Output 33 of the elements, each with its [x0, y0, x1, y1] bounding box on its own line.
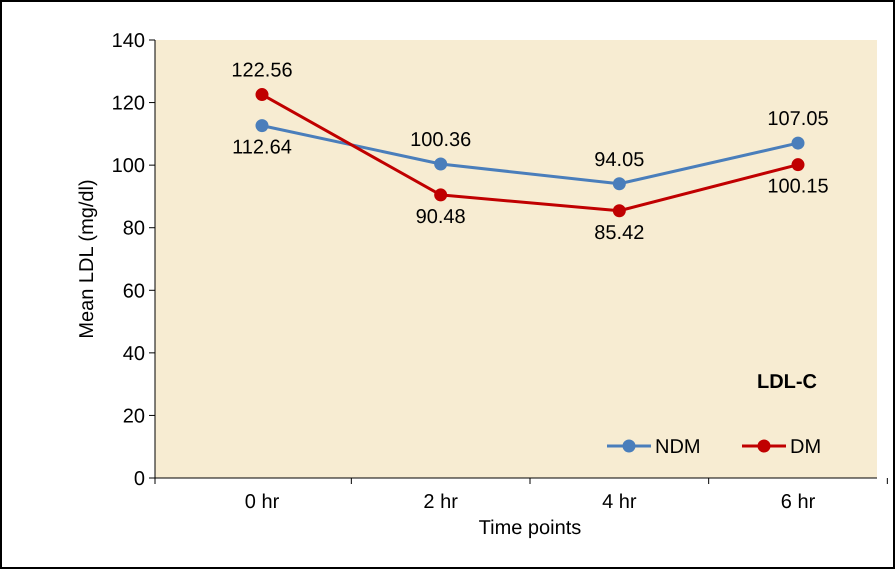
annotation: LDL-C	[757, 371, 817, 393]
data-label: 112.64	[232, 136, 292, 159]
data-label: 107.05	[767, 108, 829, 130]
x-tick-label: 4 hr	[602, 491, 637, 513]
x-tick-label: 2 hr	[423, 491, 458, 513]
y-tick-label: 80	[122, 218, 145, 240]
y-tick-label: 60	[122, 280, 145, 302]
data-label: 90.48	[416, 206, 466, 228]
point	[256, 88, 268, 102]
x-tick-label: 6 hr	[780, 491, 816, 513]
y-tick-label: 20	[122, 405, 145, 428]
data-label: 85.42	[594, 222, 644, 244]
y-tick-label: 0	[134, 468, 145, 490]
y-tick-label: 40	[122, 342, 145, 365]
point	[792, 136, 804, 150]
point	[434, 188, 448, 202]
y-tick-label: 120	[112, 92, 145, 115]
point	[612, 204, 626, 218]
x-axis-title: Time points	[478, 517, 582, 539]
point	[256, 119, 268, 132]
data-label: 100.36	[410, 129, 472, 152]
x-tick-label: 0 hr	[244, 491, 280, 513]
point	[434, 158, 448, 171]
data-label: 94.05	[594, 148, 644, 171]
data-label: 100.15	[767, 176, 829, 198]
y-axis-title: Mean LDL (mg/dl)	[76, 179, 98, 339]
y-tick-label: 140	[112, 30, 145, 52]
legend-label: DM	[790, 436, 822, 458]
legend-label: NDM	[655, 436, 701, 458]
data-label: 122.56	[231, 60, 293, 82]
point	[792, 158, 804, 172]
y-tick-label: 100	[112, 155, 145, 178]
point	[612, 177, 626, 190]
